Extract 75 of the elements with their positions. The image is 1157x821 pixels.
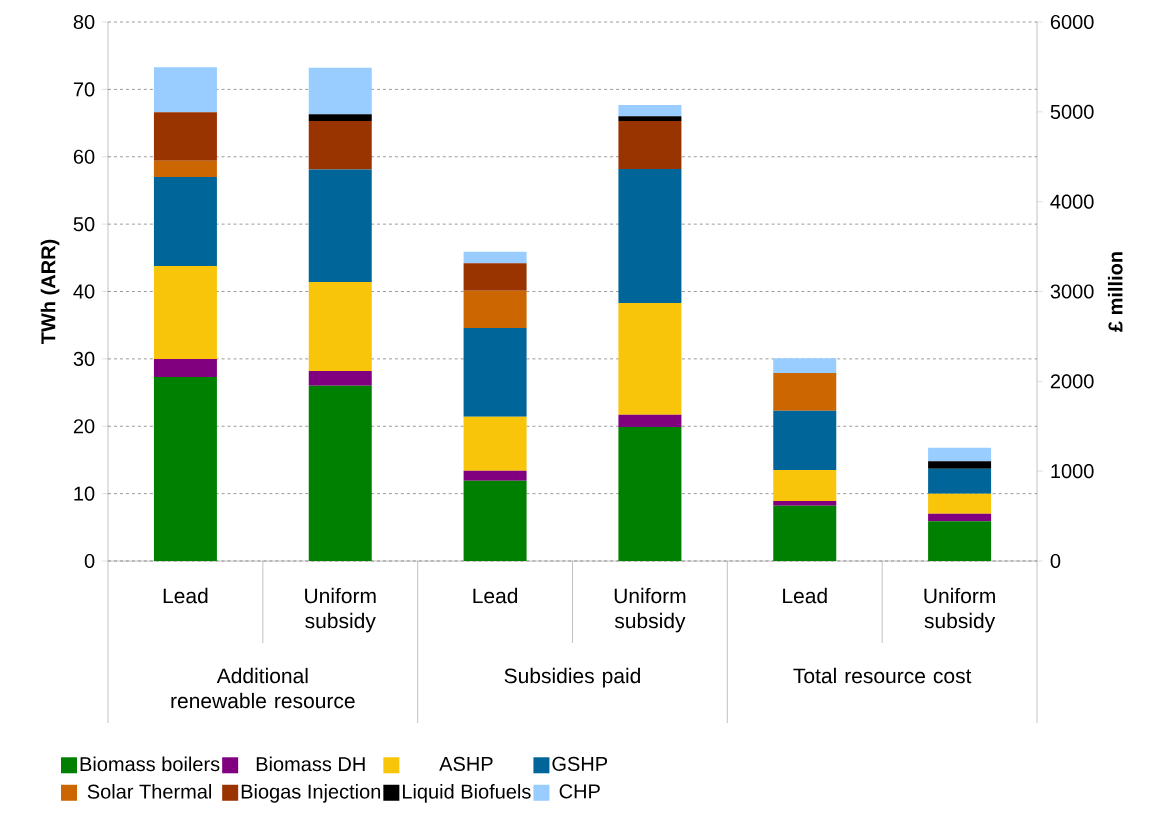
bar [773, 410, 837, 471]
text: Additional renewable resource [171, 667, 355, 709]
bar [308, 282, 372, 371]
bar [308, 371, 372, 386]
bar [463, 470, 527, 481]
bar [618, 121, 682, 169]
bar [928, 513, 992, 522]
y2-tick-label: 2000 [1050, 374, 1094, 389]
y-tick-label: 40 [73, 284, 95, 299]
y-tick-label: 30 [73, 351, 95, 366]
bar [773, 373, 837, 411]
bar [773, 505, 837, 561]
bar [618, 302, 682, 415]
y-tick-label: 50 [73, 217, 95, 232]
bar [928, 447, 992, 462]
bar [153, 358, 217, 378]
y-axis-title: TWh (ARR) [40, 239, 60, 345]
bar [463, 290, 527, 328]
legend-label: Biomass boilers [80, 756, 220, 772]
bar [308, 67, 372, 115]
legend-label: Solar Thermal [87, 784, 212, 799]
bar [618, 104, 682, 117]
bar [618, 426, 682, 561]
bar [928, 521, 992, 561]
bar [308, 121, 372, 170]
y2-axis-title: £ million [1107, 252, 1123, 332]
y-tick-label: 20 [73, 419, 95, 434]
bar [153, 176, 217, 266]
bar [618, 168, 682, 303]
bar [928, 468, 992, 494]
bar [308, 385, 372, 561]
bar [308, 169, 372, 283]
bar [463, 327, 527, 417]
bar [463, 416, 527, 471]
y2-tick-label: 6000 [1050, 14, 1094, 30]
y-tick-label: 0 [84, 553, 95, 569]
y2-tick-label: 3000 [1050, 284, 1094, 299]
bar [773, 501, 837, 506]
text: Subsidies paid [504, 667, 640, 688]
bar [153, 160, 217, 177]
legend-label: CHP [559, 784, 600, 799]
bar [463, 480, 527, 561]
legend-label: Liquid Biofuels [402, 784, 531, 803]
x-tick-label: Uniform subsidy [614, 587, 686, 633]
bar [928, 493, 992, 514]
y-tick-label: 70 [73, 82, 95, 97]
y-tick-label: 10 [74, 486, 95, 501]
x-tick-label: Uniform subsidy [924, 587, 996, 633]
bar [773, 470, 837, 502]
y2-tick-label: 0 [1050, 553, 1061, 569]
x-tick-label: Lead [473, 587, 518, 604]
y-tick-label: 60 [73, 149, 95, 164]
y2-tick-label: 4000 [1050, 194, 1094, 209]
x-tick-label: Uniform subsidy [305, 587, 376, 633]
legend-label: Biogas Injection [241, 784, 381, 803]
bar [928, 461, 992, 469]
bar [153, 67, 217, 113]
bar [618, 414, 682, 427]
bar [463, 263, 527, 291]
bar [153, 377, 217, 561]
y-tick-label: 80 [73, 14, 95, 30]
bar [153, 265, 217, 359]
legend-label: Biomass DH [256, 756, 365, 772]
y2-tick-label: 1000 [1051, 464, 1094, 479]
y2-tick-label: 5000 [1050, 104, 1094, 119]
x-tick-label: Lead [163, 587, 208, 604]
text: Total resource cost [793, 667, 972, 684]
bar [463, 251, 527, 264]
bar [618, 116, 682, 122]
legend-label: ASHP [439, 756, 493, 771]
bar [153, 112, 217, 161]
x-tick-label: Lead [783, 587, 827, 604]
bar [308, 114, 372, 122]
bar [773, 358, 837, 374]
legend-label: GSHP [552, 756, 608, 771]
